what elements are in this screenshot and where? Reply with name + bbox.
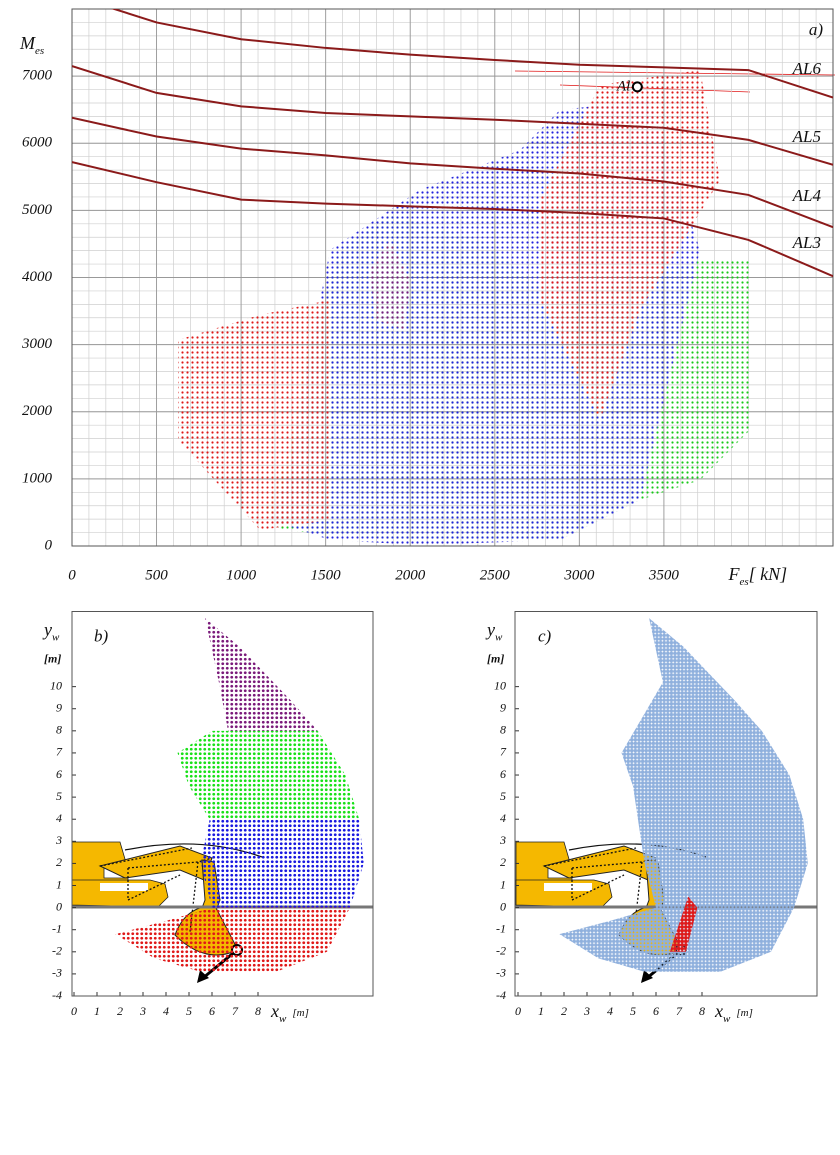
x-tick-label: 3 [139, 1004, 146, 1018]
scatter-cloud [205, 618, 318, 731]
x-tick-label: 1 [538, 1004, 544, 1018]
y-axis-label: Mes [19, 33, 44, 56]
x-tick-label: 3500 [648, 567, 680, 583]
y-tick-label: -2 [52, 944, 62, 958]
y-tick-label: 10 [494, 678, 506, 692]
x-tick-label: 6 [653, 1004, 659, 1018]
y-axis-label: yw [42, 620, 60, 643]
y-tick-label: 0 [45, 537, 53, 553]
y-tick-label: 1000 [22, 470, 53, 486]
y-tick-label: 3 [499, 833, 506, 847]
y-tick-label: 7 [56, 745, 63, 759]
y-tick-label: 1 [56, 877, 62, 891]
plot-frame [514, 611, 818, 997]
y-tick-label: 6 [500, 767, 506, 781]
line-label: AL6 [792, 59, 822, 78]
plot-frame [71, 611, 374, 997]
y-tick-label: -1 [496, 921, 506, 935]
y-tick-label: -4 [52, 988, 62, 1002]
x-tick-label: 3000 [563, 567, 595, 583]
y-tick-label: 4000 [22, 269, 53, 285]
x-tick-label: 0 [71, 1004, 77, 1018]
line-label: AL3 [792, 233, 821, 252]
x-tick-label: 6 [209, 1004, 215, 1018]
line-label: AL5 [792, 127, 821, 146]
x-tick-label: 0 [68, 567, 76, 583]
y-tick-label: 5 [56, 789, 62, 803]
scatter-cloud [200, 819, 364, 908]
y-tick-label: 4 [56, 811, 62, 825]
y-tick-label: 10 [50, 678, 62, 692]
y-tick-label: 9 [500, 700, 506, 714]
chart-title: a) [809, 20, 824, 39]
scatter-cloud [369, 239, 411, 330]
y-tick-label: 6 [56, 767, 62, 781]
x-tick-label: 2000 [395, 567, 426, 583]
x-tick-label: 3 [583, 1004, 590, 1018]
limit-line [72, 161, 833, 278]
scatter-cloud [177, 730, 360, 820]
chart-title: c) [538, 626, 552, 645]
x-tick-label: 1000 [226, 567, 257, 583]
y-tick-label: 7 [500, 745, 507, 759]
x-axis-label: xw [m] [714, 1001, 753, 1024]
y-tick-label: -3 [52, 966, 62, 980]
x-tick-label: 2500 [480, 567, 511, 583]
scatter-cloud [115, 907, 351, 972]
scatter-cloud [178, 299, 331, 531]
x-tick-label: 7 [232, 1004, 239, 1018]
y-axis-unit: [m] [487, 651, 504, 665]
y-tick-label: 3 [55, 833, 62, 847]
x-tick-label: 4 [607, 1004, 613, 1018]
y-tick-label: 2 [56, 855, 62, 869]
x-tick-label: 1500 [311, 567, 342, 583]
y-tick-label: 8 [500, 723, 506, 737]
y-tick-label: 1 [500, 877, 506, 891]
scatter-cloud [559, 618, 808, 972]
scatter-cloud [669, 896, 698, 952]
y-tick-label: 7000 [22, 68, 53, 84]
y-tick-label: 3000 [21, 336, 53, 352]
y-axis-unit: [m] [44, 651, 61, 665]
x-tick-label: 1 [94, 1004, 100, 1018]
y-tick-label: -2 [496, 944, 506, 958]
scatter-cloud [539, 69, 721, 421]
y-tick-label: -4 [496, 988, 506, 1002]
x-tick-label: 8 [255, 1004, 261, 1018]
y-tick-label: 2 [500, 855, 506, 869]
limit-line [72, 116, 833, 229]
y-tick-label: 9 [56, 700, 62, 714]
y-tick-label: 0 [56, 899, 62, 913]
plot-frame [71, 8, 834, 547]
x-tick-label: 500 [145, 567, 168, 583]
x-tick-label: 5 [630, 1004, 636, 1018]
y-tick-label: 8 [56, 723, 62, 737]
line-label: AL4 [792, 186, 822, 205]
annotation-label: Al [616, 78, 630, 94]
x-tick-label: 5 [186, 1004, 192, 1018]
y-tick-label: 0 [500, 899, 506, 913]
x-tick-label: 7 [676, 1004, 683, 1018]
y-tick-label: 4 [500, 811, 506, 825]
x-tick-label: 4 [163, 1004, 169, 1018]
y-tick-label: 2000 [22, 403, 53, 419]
chart-title: b) [94, 626, 109, 645]
y-tick-label: -1 [52, 921, 62, 935]
x-tick-label: 2 [561, 1004, 567, 1018]
y-tick-label: 5 [500, 789, 506, 803]
x-tick-label: 2 [117, 1004, 123, 1018]
x-axis-label: Fes[ kN] [727, 564, 787, 587]
limit-line [72, 65, 833, 166]
limit-line [110, 9, 833, 99]
y-axis-label: yw [485, 620, 503, 643]
x-axis-label: xw [m] [270, 1001, 309, 1024]
x-tick-label: 0 [515, 1004, 521, 1018]
y-tick-label: 6000 [22, 135, 53, 151]
y-tick-label: 5000 [22, 202, 53, 218]
annotation-point [631, 81, 643, 93]
reference-line [514, 70, 836, 76]
x-tick-label: 8 [699, 1004, 705, 1018]
y-tick-label: -3 [496, 966, 506, 980]
